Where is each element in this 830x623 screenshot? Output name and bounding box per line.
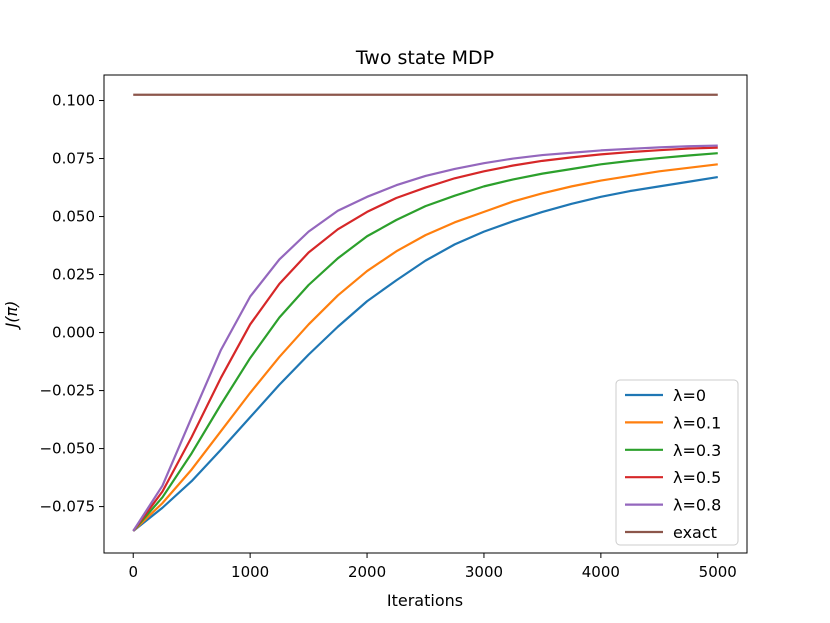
y-tick-label: −0.025 <box>39 382 95 400</box>
x-tick-label: 3000 <box>465 563 503 581</box>
x-tick-label: 4000 <box>582 563 620 581</box>
x-tick-label: 2000 <box>348 563 386 581</box>
y-tick-label: 0.100 <box>52 92 95 110</box>
y-tick-label: 0.000 <box>52 324 95 342</box>
chart-title: Two state MDP <box>355 47 494 69</box>
y-axis-label: J(π) <box>2 301 21 331</box>
y-tick-label: −0.075 <box>39 498 95 516</box>
plot-area <box>103 74 748 554</box>
y-tick-label: 0.025 <box>52 266 95 284</box>
y-tick-label: 0.050 <box>52 208 95 226</box>
x-tick-label: 5000 <box>699 563 737 581</box>
series-line-4 <box>132 144 718 532</box>
series-line-0 <box>132 176 718 532</box>
legend-label: λ=0.5 <box>673 468 721 487</box>
legend-label: exact <box>673 523 717 542</box>
y-tick-label: −0.050 <box>39 440 95 458</box>
x-axis-ticks: 0 1000 2000 3000 4000 5000 <box>128 553 737 581</box>
series-line-1 <box>132 163 718 532</box>
x-axis-label: Iterations <box>387 591 463 610</box>
legend: λ=0 λ=0.1 λ=0.3 λ=0.5 λ=0.8 exact <box>615 379 739 546</box>
x-tick-label: 1000 <box>231 563 269 581</box>
series-line-2 <box>132 152 718 532</box>
legend-label: λ=0.1 <box>673 413 721 432</box>
y-tick-label: 0.075 <box>52 150 95 168</box>
plot-frame <box>103 74 748 554</box>
legend-label: λ=0.8 <box>673 496 721 515</box>
legend-label: λ=0.3 <box>673 441 721 460</box>
legend-label: λ=0 <box>673 386 706 405</box>
x-tick-label: 0 <box>128 563 138 581</box>
series-line-3 <box>132 146 718 532</box>
y-axis-ticks: −0.075 −0.050 −0.025 0.000 0.025 0.050 0.075 0.… <box>39 92 104 516</box>
